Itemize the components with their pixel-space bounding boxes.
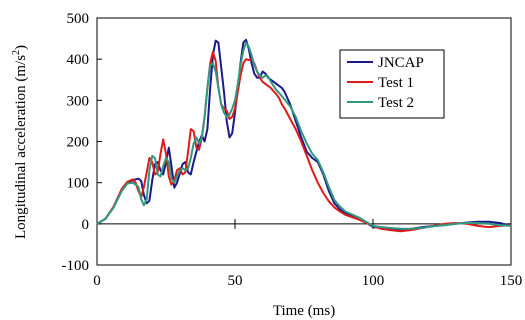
y-tick-label: 300 — [67, 93, 90, 109]
legend-label-test-1: Test 1 — [378, 75, 414, 91]
x-tick-label: 50 — [228, 273, 243, 289]
x-axis-ticks: 0 50 100 150 — [93, 218, 523, 289]
y-axis-title-main: Longitudinal acceleration (m/s — [13, 55, 29, 239]
y-tick-label: -100 — [62, 258, 90, 274]
series-line-test-1 — [96, 50, 512, 233]
y-tick-label: 500 — [67, 11, 90, 27]
legend-label-test-2: Test 2 — [378, 95, 414, 111]
legend: JNCAP Test 1 Test 2 — [339, 49, 445, 119]
y-axis-title-sup: 2 — [11, 50, 22, 55]
y-axis-title: Longitudinal acceleration (m/s2) — [11, 45, 29, 239]
x-tick-label: 0 — [93, 273, 101, 289]
x-tick-label: 100 — [362, 273, 385, 289]
y-tick-label: 0 — [82, 217, 90, 233]
x-axis-title: Time (ms) — [273, 303, 335, 319]
x-tick-label: 150 — [500, 273, 523, 289]
series-line-test-2 — [96, 41, 512, 230]
y-axis-title-close: ) — [13, 45, 29, 50]
series-line-jncap — [96, 38, 512, 231]
y-tick-label: 100 — [67, 176, 90, 192]
y-tick-label: 200 — [67, 135, 90, 151]
y-axis-ticks: -100 0 100 200 300 400 500 — [62, 11, 102, 274]
axes-frame — [96, 17, 512, 266]
plot-area — [96, 17, 512, 266]
series-layer — [96, 38, 512, 233]
y-tick-label: 400 — [67, 52, 90, 68]
legend-label-jncap: JNCAP — [378, 55, 424, 71]
